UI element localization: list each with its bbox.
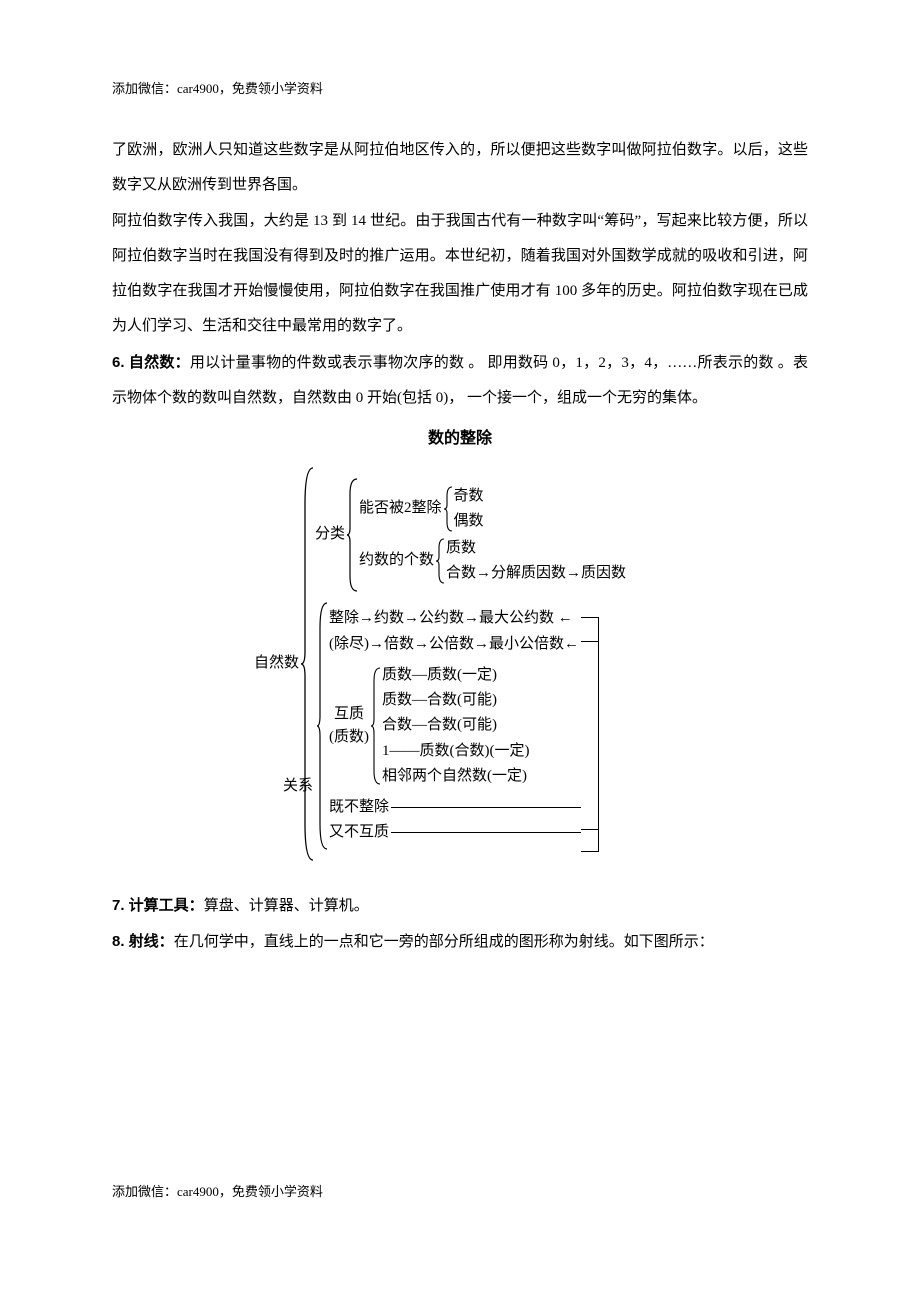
connector-line-h2	[581, 641, 599, 642]
tail-1: 既不整除	[329, 799, 389, 815]
connector-line-h4	[581, 851, 599, 852]
item-8-label: 8. 射线：	[112, 933, 174, 950]
paragraph-7: 7. 计算工具：算盘、计算器、计算机。	[112, 888, 808, 924]
row-divide: 整除→约数→公约数→最大公约数 ←	[329, 607, 581, 630]
body-content: 了欧洲，欧洲人只知道这些数字是从阿拉伯地区传入的，所以便把这些数字叫做阿拉伯数字…	[112, 133, 808, 416]
diagram-root: 自然数	[254, 652, 299, 675]
coprime-sub: (质数)	[329, 729, 369, 745]
body-content-lower: 7. 计算工具：算盘、计算器、计算机。 8. 射线：在几何学中，直线上的一点和它…	[112, 888, 808, 961]
brace-icon	[369, 665, 382, 787]
coprime-leaf-2: 合数—合数(可能)	[382, 714, 529, 737]
diagram-container: 自然数 分类	[112, 464, 808, 864]
paragraph-1: 了欧洲，欧洲人只知道这些数字是从阿拉伯地区传入的，所以便把这些数字叫做阿拉伯数字…	[112, 133, 808, 204]
item-6-label: 6. 自然数：	[112, 354, 190, 371]
coprime-leaf-3: 1——质数(合数)(一定)	[382, 740, 529, 763]
coprime-leaf-1: 质数—合数(可能)	[382, 689, 529, 712]
item-8-body: 在几何学中，直线上的一点和它一旁的部分所组成的图形称为射线。如下图所示：	[174, 934, 714, 950]
item-7-label: 7. 计算工具：	[112, 897, 204, 914]
brace-icon	[299, 464, 315, 864]
leaf-even: 偶数	[454, 510, 484, 533]
tail-2: 又不互质	[329, 824, 389, 840]
connector-line-v	[598, 617, 599, 851]
item-7-body: 算盘、计算器、计算机。	[204, 898, 369, 914]
branch-classify: 分类	[315, 523, 345, 546]
coprime-leaf-0: 质数—质数(一定)	[382, 664, 529, 687]
brace-icon	[345, 476, 359, 594]
coprime-label: 互质	[334, 706, 364, 722]
brace-icon	[442, 484, 454, 534]
brace-icon	[434, 536, 446, 586]
page-header: 添加微信：car4900，免费领小学资料	[112, 78, 808, 97]
sub-div2: 能否被2整除	[359, 497, 442, 520]
paragraph-3: 6. 自然数：用以计量事物的件数或表示事物次序的数 。 即用数码 0，1，2，3…	[112, 345, 808, 417]
page-footer: 添加微信：car4900，免费领小学资料	[112, 1181, 323, 1200]
connector-line-h3	[581, 829, 599, 830]
leaf-odd: 奇数	[454, 485, 484, 508]
leaf-prime: 质数	[446, 537, 626, 560]
section-title: 数的整除	[112, 424, 808, 448]
connector-line-h1	[581, 617, 599, 618]
paragraph-8: 8. 射线：在几何学中，直线上的一点和它一旁的部分所组成的图形称为射线。如下图所…	[112, 924, 808, 960]
leaf-composite: 合数→分解质因数→质因数	[446, 562, 626, 585]
paragraph-2: 阿拉伯数字传入我国，大约是 13 到 14 世纪。由于我国古代有一种数字叫“筹码…	[112, 204, 808, 345]
sub-divisor-count: 约数的个数	[359, 549, 434, 572]
number-diagram: 自然数 分类	[254, 464, 666, 864]
brace-icon	[315, 600, 329, 852]
coprime-leaf-4: 相邻两个自然数(一定)	[382, 765, 529, 788]
item-6-body: 用以计量事物的件数或表示事物次序的数 。 即用数码 0，1，2，3，4，……所表…	[112, 355, 808, 406]
row-multiple: (除尽)→倍数→公倍数→最小公倍数←	[329, 633, 581, 656]
relation-label: 关系	[283, 775, 313, 798]
